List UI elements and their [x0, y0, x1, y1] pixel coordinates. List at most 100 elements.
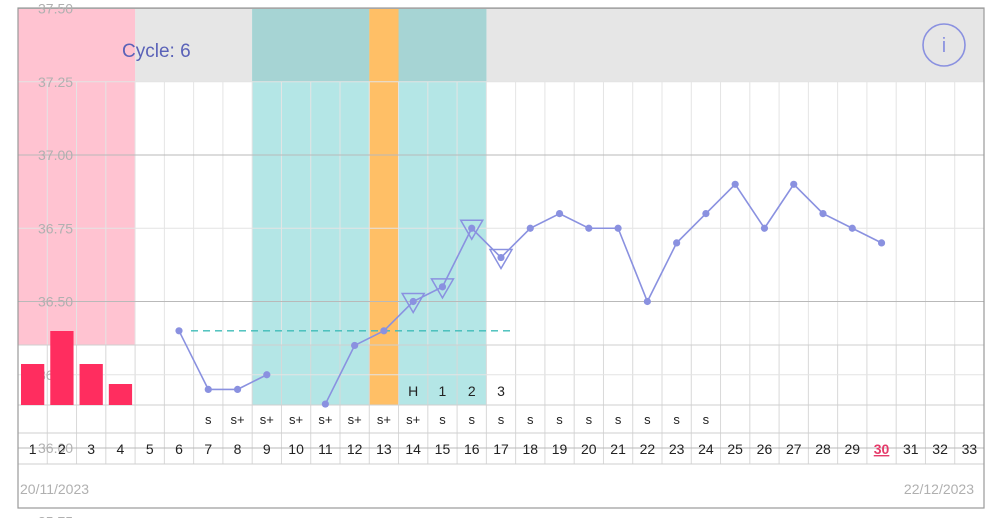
mucus-label-day-21: s — [615, 412, 622, 427]
day-label[interactable]: 20 — [581, 441, 597, 457]
temp-point-day-11 — [321, 400, 329, 408]
triangle-marker-day-16 — [459, 219, 485, 241]
y-tick-label: 37.25 — [38, 74, 73, 90]
mucus-label-day-16: s — [468, 412, 475, 427]
triangle-marker-day-15 — [430, 278, 455, 300]
temp-point-day-27 — [790, 180, 798, 188]
temp-point-day-30 — [877, 239, 886, 247]
temp-point-day-20 — [585, 224, 593, 232]
y-tick-label: 37.00 — [38, 147, 73, 163]
day-label[interactable]: 23 — [669, 441, 685, 457]
flow-bar-day-3 — [79, 364, 103, 405]
temp-point-day-8 — [233, 385, 242, 393]
y-tick-label: 36.00 — [38, 440, 73, 456]
day-label[interactable]: 19 — [552, 441, 568, 457]
day-label[interactable]: 8 — [234, 441, 242, 457]
day-label[interactable]: 26 — [757, 441, 773, 457]
day-label[interactable]: 29 — [844, 441, 860, 457]
day-label[interactable]: 33 — [962, 441, 978, 457]
end-date: 22/12/2023 — [904, 481, 974, 497]
day-label[interactable]: 21 — [610, 441, 626, 457]
temp-point-day-7 — [204, 385, 212, 393]
mucus-label-day-13: s+ — [377, 412, 391, 427]
day-label[interactable]: 14 — [405, 441, 421, 457]
day-label[interactable]: 1 — [29, 441, 37, 457]
mucus-label-day-24: s — [703, 412, 710, 427]
temperature-line — [324, 183, 882, 405]
temp-point-day-18 — [526, 224, 534, 232]
day-label[interactable]: 22 — [640, 441, 656, 457]
flow-bar-day-2 — [50, 331, 74, 405]
day-label[interactable]: 2 — [58, 441, 66, 457]
mucus-label-day-23: s — [673, 412, 680, 427]
day-label[interactable]: 12 — [347, 441, 363, 457]
day-label[interactable]: 16 — [464, 441, 480, 457]
temp-point-day-29 — [848, 224, 856, 232]
temp-point-day-13 — [380, 327, 388, 335]
mucus-label-day-10: s+ — [289, 412, 303, 427]
temperature-line — [178, 330, 268, 391]
mucus-label-day-20: s — [586, 412, 593, 427]
y-tick-label: 37.50 — [38, 1, 73, 17]
peak-label-day-17: 3 — [497, 383, 505, 399]
temp-point-day-28 — [819, 210, 827, 218]
mucus-label-day-19: s — [556, 412, 563, 427]
day-label[interactable]: 10 — [288, 441, 304, 457]
day-label[interactable]: 4 — [117, 441, 125, 457]
temp-point-day-23 — [673, 239, 681, 247]
day-label[interactable]: 7 — [204, 441, 212, 457]
start-date: 20/11/2023 — [20, 481, 89, 497]
temp-point-day-6 — [175, 327, 183, 335]
day-label[interactable]: 9 — [263, 441, 271, 457]
temp-point-day-26 — [760, 224, 769, 232]
day-label[interactable]: 28 — [815, 441, 831, 457]
temp-point-day-19 — [555, 210, 564, 218]
temp-point-day-9 — [263, 371, 271, 379]
temp-point-day-24 — [702, 210, 710, 218]
mucus-label-day-15: s — [439, 412, 446, 427]
day-label[interactable]: 32 — [932, 441, 948, 457]
mucus-label-day-14: s+ — [406, 412, 420, 427]
day-label[interactable]: 17 — [493, 441, 509, 457]
temp-point-day-21 — [614, 224, 622, 232]
outer-frame — [17, 7, 985, 509]
flow-bar-day-4 — [108, 384, 133, 405]
day-label[interactable]: 24 — [698, 441, 714, 457]
day-label[interactable]: 27 — [786, 441, 802, 457]
day-label[interactable]: 11 — [318, 441, 333, 457]
cycle-title: Cycle: 6 — [122, 41, 191, 62]
peak-label-day-14: H — [408, 383, 418, 399]
day-label[interactable]: 31 — [903, 441, 919, 457]
info-button[interactable]: i — [922, 23, 966, 67]
mucus-label-day-11: s+ — [318, 412, 332, 427]
temp-point-day-16 — [468, 224, 476, 232]
fertile-header-band-2 — [398, 8, 487, 82]
triangle-marker-day-14 — [400, 292, 426, 314]
triangle-marker-day-17 — [488, 248, 514, 271]
temp-point-day-12 — [351, 341, 359, 350]
day-label[interactable]: 18 — [522, 441, 538, 457]
y-tick-label: 36.75 — [38, 220, 73, 236]
day-label[interactable]: 6 — [175, 441, 183, 457]
temp-point-day-15 — [438, 283, 447, 291]
y-tick-label: 35.75 — [38, 513, 73, 518]
day-label-today[interactable]: 30 — [874, 441, 890, 457]
fertile-header-band-1 — [252, 8, 370, 82]
mucus-label-day-9: s+ — [260, 412, 274, 427]
temp-point-day-22 — [643, 297, 651, 306]
day-label[interactable]: 5 — [146, 441, 154, 457]
info-icon-label[interactable]: i — [942, 35, 946, 57]
day-label[interactable]: 25 — [727, 441, 743, 457]
temp-point-day-25 — [731, 180, 739, 188]
info-icon[interactable] — [922, 23, 966, 67]
mucus-label-day-7: s — [205, 412, 212, 427]
temp-point-day-14 — [409, 297, 417, 306]
day-label[interactable]: 3 — [87, 441, 95, 457]
day-label[interactable]: 15 — [435, 441, 451, 457]
mucus-label-day-17: s — [498, 412, 505, 427]
y-tick-label: 36.50 — [38, 294, 73, 310]
peak-label-day-15: 1 — [439, 383, 447, 399]
ovulation-band — [369, 8, 399, 405]
day-label[interactable]: 13 — [376, 441, 392, 457]
